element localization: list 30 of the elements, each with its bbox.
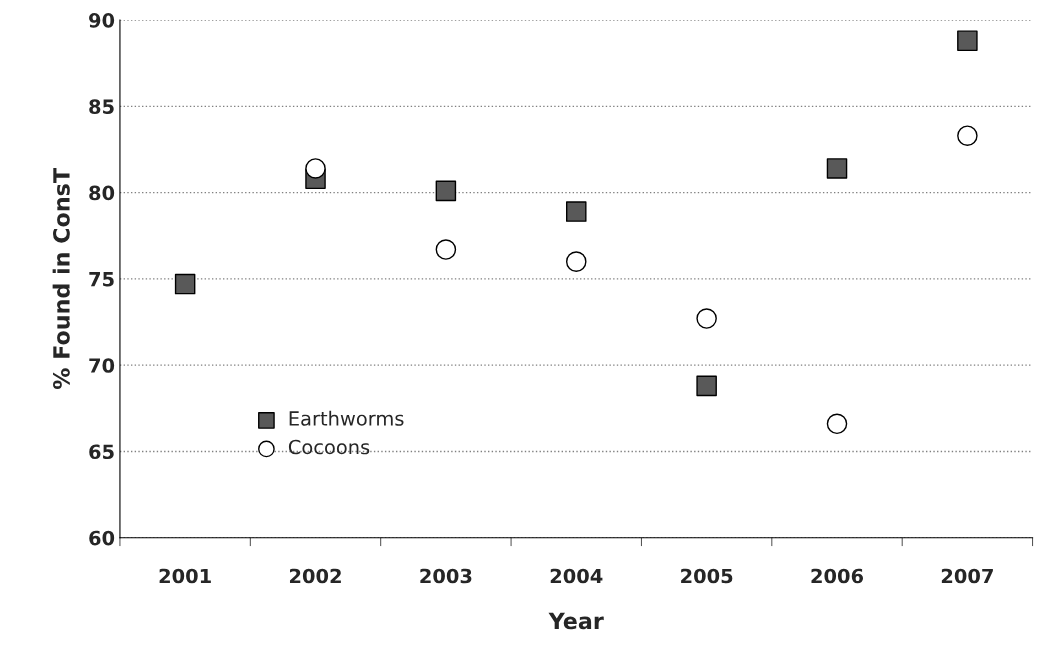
y-tick-label: 90	[89, 13, 115, 28]
y-axis-title: % Found in ConsT	[52, 168, 70, 390]
point	[565, 251, 587, 272]
point	[826, 413, 848, 435]
legend-label: Cocoons	[288, 439, 370, 455]
y-tick-label: 70	[89, 358, 115, 373]
y-tick-label: 85	[89, 99, 114, 114]
point	[826, 158, 848, 179]
x-tick-label: 2002	[289, 568, 341, 584]
point	[565, 201, 587, 222]
point	[435, 180, 457, 202]
y-tick-label: 60	[89, 530, 115, 546]
point	[957, 30, 978, 52]
x-tick-label: 2004	[550, 568, 603, 584]
point	[435, 239, 457, 260]
x-tick-label: 2007	[941, 568, 993, 584]
x-tick-label: 2006	[811, 568, 864, 584]
x-tick-label: 2003	[420, 568, 472, 584]
point	[696, 308, 717, 329]
point	[957, 125, 978, 146]
x-axis-title: Year	[548, 612, 604, 630]
legend-label: Earthworms	[289, 410, 404, 426]
y-tick-label: 75	[89, 272, 114, 287]
point	[696, 375, 717, 397]
point	[174, 273, 196, 295]
x-tick-label: 2005	[681, 568, 733, 584]
x-tick-label: 2001	[159, 568, 211, 584]
y-tick-label: 65	[89, 444, 114, 460]
point	[305, 158, 326, 179]
y-tick-label: 80	[89, 185, 115, 201]
